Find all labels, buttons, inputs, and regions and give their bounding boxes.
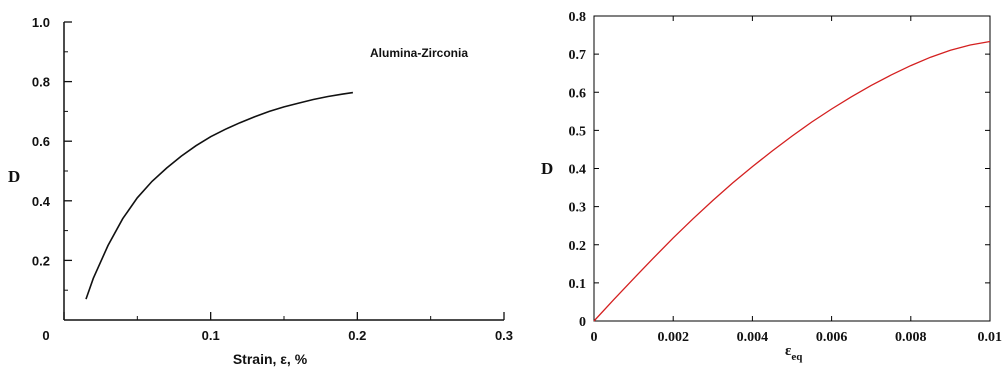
right-y-tick-label: 0.6 [569, 86, 587, 101]
left-y-tick-label: 0.8 [32, 75, 50, 90]
left-x-axis-label: Strain, ε, % [233, 351, 308, 367]
left-y-tick-label: 1.0 [32, 15, 50, 30]
right-plot-frame [593, 15, 991, 322]
right-y-tick-label: 0.5 [569, 124, 587, 139]
right-x-tick-label: 0.006 [816, 330, 848, 345]
right-x-tick-label: 0.008 [895, 330, 927, 345]
left-y-tick-label: 0.6 [32, 134, 50, 149]
right-y-tick-label: 0.8 [569, 10, 587, 25]
left-tick-labels: 0.2 0.4 0.6 0.8 1.0 0 0.1 0.2 0.3 [32, 15, 513, 343]
right-x-tick-label: 0.004 [737, 330, 769, 345]
right-y-axis-label: D [541, 159, 553, 178]
right-x-tick-label: 0.002 [657, 330, 689, 345]
right-y-tick-label: 0 [579, 315, 586, 330]
left-x-tick-label: 0.1 [202, 328, 220, 343]
left-x-tick-label: 0.3 [495, 328, 513, 343]
right-y-tick-label: 0.7 [569, 48, 587, 63]
right-y-tick-label: 0.2 [569, 239, 587, 254]
chart-right: 0 0.1 0.2 0.3 0.4 0.5 0.6 0.7 0.8 0 0.002 0.004 0.00… [541, 10, 1002, 363]
left-annotation: Alumina-Zirconia [370, 46, 468, 60]
left-y-tick-label: 0.4 [32, 194, 51, 209]
left-y-axis-label: D [8, 167, 20, 186]
right-x-tick-label: 0.01 [978, 330, 1003, 345]
left-y-tick-label: 0.2 [32, 253, 50, 268]
right-y-tick-label: 0.3 [569, 201, 587, 216]
chart-left: 0.2 0.4 0.6 0.8 1.0 0 0.1 0.2 0.3 Alumina-Zircon… [8, 15, 513, 367]
right-series-line [593, 40, 991, 322]
right-x-label-sub: eq [791, 351, 803, 363]
right-axis-ticks [593, 15, 991, 322]
right-tick-labels: 0 0.1 0.2 0.3 0.4 0.5 0.6 0.7 0.8 0 0.002 0.004 0.00… [569, 10, 1003, 345]
right-y-tick-label: 0.1 [569, 277, 587, 292]
left-axis-ticks [63, 21, 505, 321]
right-y-tick-label: 0.4 [569, 163, 587, 178]
right-x-axis-label: εeq [785, 343, 803, 363]
left-x-tick-label: 0 [42, 328, 49, 343]
right-x-label-main: ε [785, 343, 792, 359]
right-x-tick-label: 0 [591, 330, 598, 345]
left-series-line [85, 91, 354, 300]
left-x-tick-label: 0.2 [348, 328, 366, 343]
